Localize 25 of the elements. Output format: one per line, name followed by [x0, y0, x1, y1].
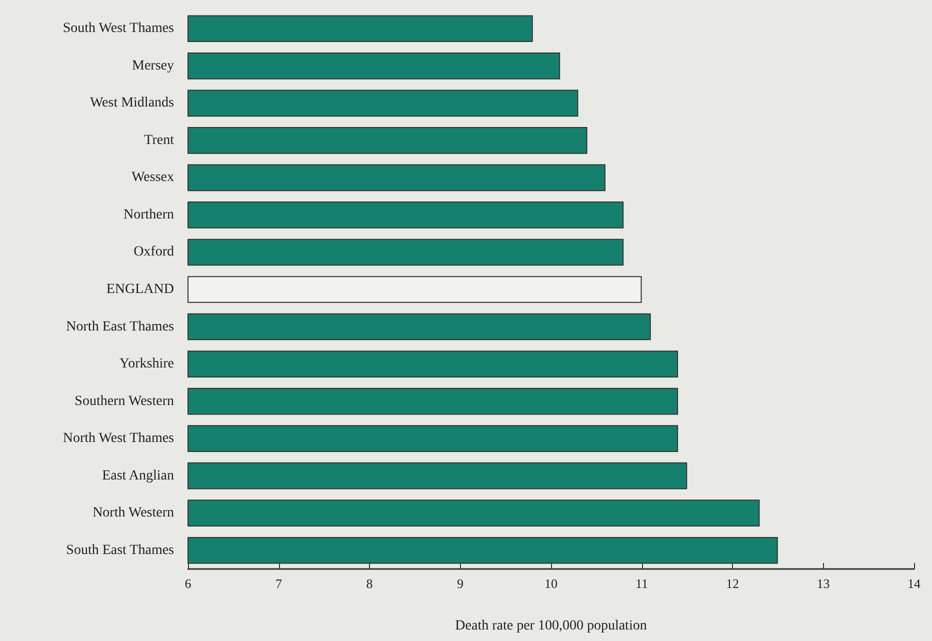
y-tick-label: North West Thames [62, 431, 174, 446]
x-tick-label: 9 [457, 576, 464, 591]
x-tick-label: 12 [726, 576, 739, 591]
y-tick-label: Yorkshire [119, 356, 174, 372]
x-tick-label: 10 [544, 576, 558, 591]
y-tick-label: Oxford [134, 244, 174, 260]
x-tick-label: 6 [184, 576, 192, 591]
x-axis-title: Death rate per 100,000 population [455, 618, 647, 634]
x-tick-label: 8 [366, 576, 373, 591]
x-tick-label: 11 [635, 576, 648, 591]
y-tick-label: Trent [144, 132, 174, 148]
y-tick-label: Wessex [132, 170, 174, 186]
x-tick-label: 7 [276, 576, 282, 591]
y-tick-label: ENGLAND [106, 282, 174, 297]
y-tick-label: South West Thames [62, 21, 174, 36]
y-tick-label: East Anglian [102, 468, 174, 484]
y-tick-label: Southern Western [74, 394, 174, 409]
x-tick-label: 14 [908, 576, 921, 591]
y-tick-label: North Western [92, 506, 174, 521]
y-tick-label: Northern [123, 207, 174, 222]
y-tick-label: South East Thames [66, 542, 174, 558]
x-tick-label: 13 [816, 576, 830, 591]
y-tick-label: North East Thames [66, 319, 174, 334]
y-tick-label: Mersey [132, 58, 174, 74]
y-tick-label: West Midlands [90, 96, 174, 111]
